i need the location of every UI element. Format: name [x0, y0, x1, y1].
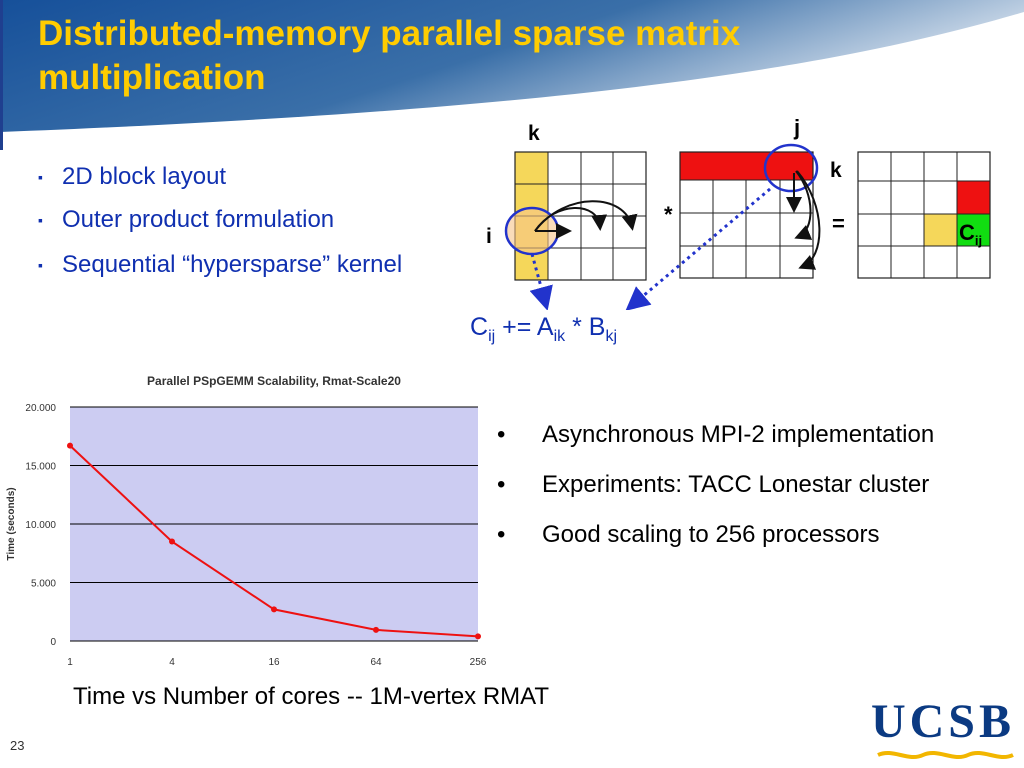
data-point — [373, 626, 379, 633]
data-point — [169, 538, 175, 545]
bullet-item: ▪ Sequential “hypersparse” kernel — [36, 251, 402, 279]
right-bullet-item: • Good scaling to 256 processors — [497, 520, 934, 570]
bullet-text: Experiments: TACC Lonestar cluster — [542, 471, 930, 498]
label-k-right: k — [830, 159, 842, 182]
x-tick-label: 1 — [67, 657, 73, 668]
bullet-marker: • — [497, 471, 506, 498]
scalability-chart: Parallel PSpGEMM Scalability, Rmat-Scale… — [6, 374, 487, 668]
slide-header: Distributed-memory parallel sparse matri… — [0, 0, 1024, 132]
x-tick-label: 4 — [169, 657, 175, 668]
chart-container: Parallel PSpGEMM Scalability, Rmat-Scale… — [0, 365, 490, 680]
x-tick-label: 64 — [370, 657, 382, 668]
multiply-sign: * — [664, 202, 673, 227]
bullet-marker: ▪ — [38, 212, 43, 228]
formula-a-sub: ik — [553, 328, 566, 345]
arrow-a3 — [534, 200, 638, 232]
connector-a — [529, 253, 553, 310]
y-ticks: 0 5.000 10.000 15.000 20.000 — [25, 403, 56, 648]
c-cell-label: Cij — [959, 220, 982, 248]
bullet-marker: • — [497, 421, 506, 448]
bullet-item: ▪ 2D block layout — [36, 163, 402, 191]
bullet-list: ▪ 2D block layout ▪ Outer product formulat… — [36, 160, 402, 279]
matrix-diagram: k i * j k = Cij — [486, 115, 991, 310]
connector-b — [625, 187, 771, 310]
data-point — [475, 633, 481, 640]
bullet-text: 2D block layout — [62, 163, 227, 190]
label-i: i — [486, 225, 492, 248]
ucsb-logo: UCSB — [868, 696, 1018, 764]
formula-c: C — [470, 313, 489, 341]
slide-title: Distributed-memory parallel sparse matri… — [38, 14, 741, 97]
logo-wave-icon — [877, 751, 1014, 759]
arrow-b2 — [794, 170, 813, 240]
x-tick-label: 16 — [268, 657, 280, 668]
formula-c-sub: ij — [488, 328, 496, 345]
bullet-text: Sequential “hypersparse” kernel — [62, 251, 403, 278]
y-tick-label: 10.000 — [25, 520, 56, 531]
label-j: j — [793, 115, 800, 140]
bullet-text: Asynchronous MPI-2 implementation — [542, 421, 935, 448]
bullet-marker: ▪ — [38, 169, 43, 185]
formula-op: += — [495, 313, 537, 341]
label-k-top: k — [528, 122, 540, 145]
b-element-circle — [763, 143, 819, 193]
matrix-c — [857, 151, 991, 279]
equals-sign: = — [832, 211, 845, 236]
y-tick-label: 15.000 — [25, 462, 56, 473]
x-ticks: 1 4 16 64 256 — [67, 657, 487, 668]
data-point — [271, 606, 277, 613]
chart-title: Parallel PSpGEMM Scalability, Rmat-Scale… — [147, 374, 401, 388]
bullet-item: ▪ Outer product formulation — [36, 206, 402, 234]
right-bullet-item: • Experiments: TACC Lonestar cluster — [497, 470, 934, 520]
bullet-marker: ▪ — [38, 257, 43, 273]
bullet-text: Good scaling to 256 processors — [542, 521, 880, 548]
series — [67, 442, 481, 640]
right-bullet-item: • Asynchronous MPI-2 implementation — [497, 420, 934, 470]
y-tick-label: 20.000 — [25, 403, 56, 414]
data-point — [67, 442, 73, 449]
x-tick-label: 256 — [470, 657, 487, 668]
slide-number: 23 — [10, 738, 25, 753]
matrix-b — [679, 151, 814, 279]
chart-caption: Time vs Number of cores -- 1M-vertex RMA… — [73, 683, 550, 710]
formula: Cij += Aik * Bkj — [470, 310, 617, 354]
bullet-text: Outer product formulation — [62, 206, 335, 233]
bullet-marker: • — [497, 521, 506, 548]
arrow-b3 — [796, 170, 821, 270]
formula-a: A — [536, 313, 554, 341]
formula-b: B — [588, 313, 606, 341]
header-band — [0, 0, 1024, 132]
grid — [70, 406, 478, 642]
y-axis-label: Time (seconds) — [6, 487, 17, 560]
y-tick-label: 5.000 — [31, 579, 56, 590]
formula-times: * — [565, 313, 589, 341]
formula-b-sub: kj — [605, 328, 618, 345]
left-rule — [0, 0, 3, 150]
logo-text: UCSB — [870, 695, 1016, 748]
right-bullet-list: • Asynchronous MPI-2 implementation • Expe… — [497, 420, 934, 570]
y-tick-label: 0 — [50, 637, 56, 648]
